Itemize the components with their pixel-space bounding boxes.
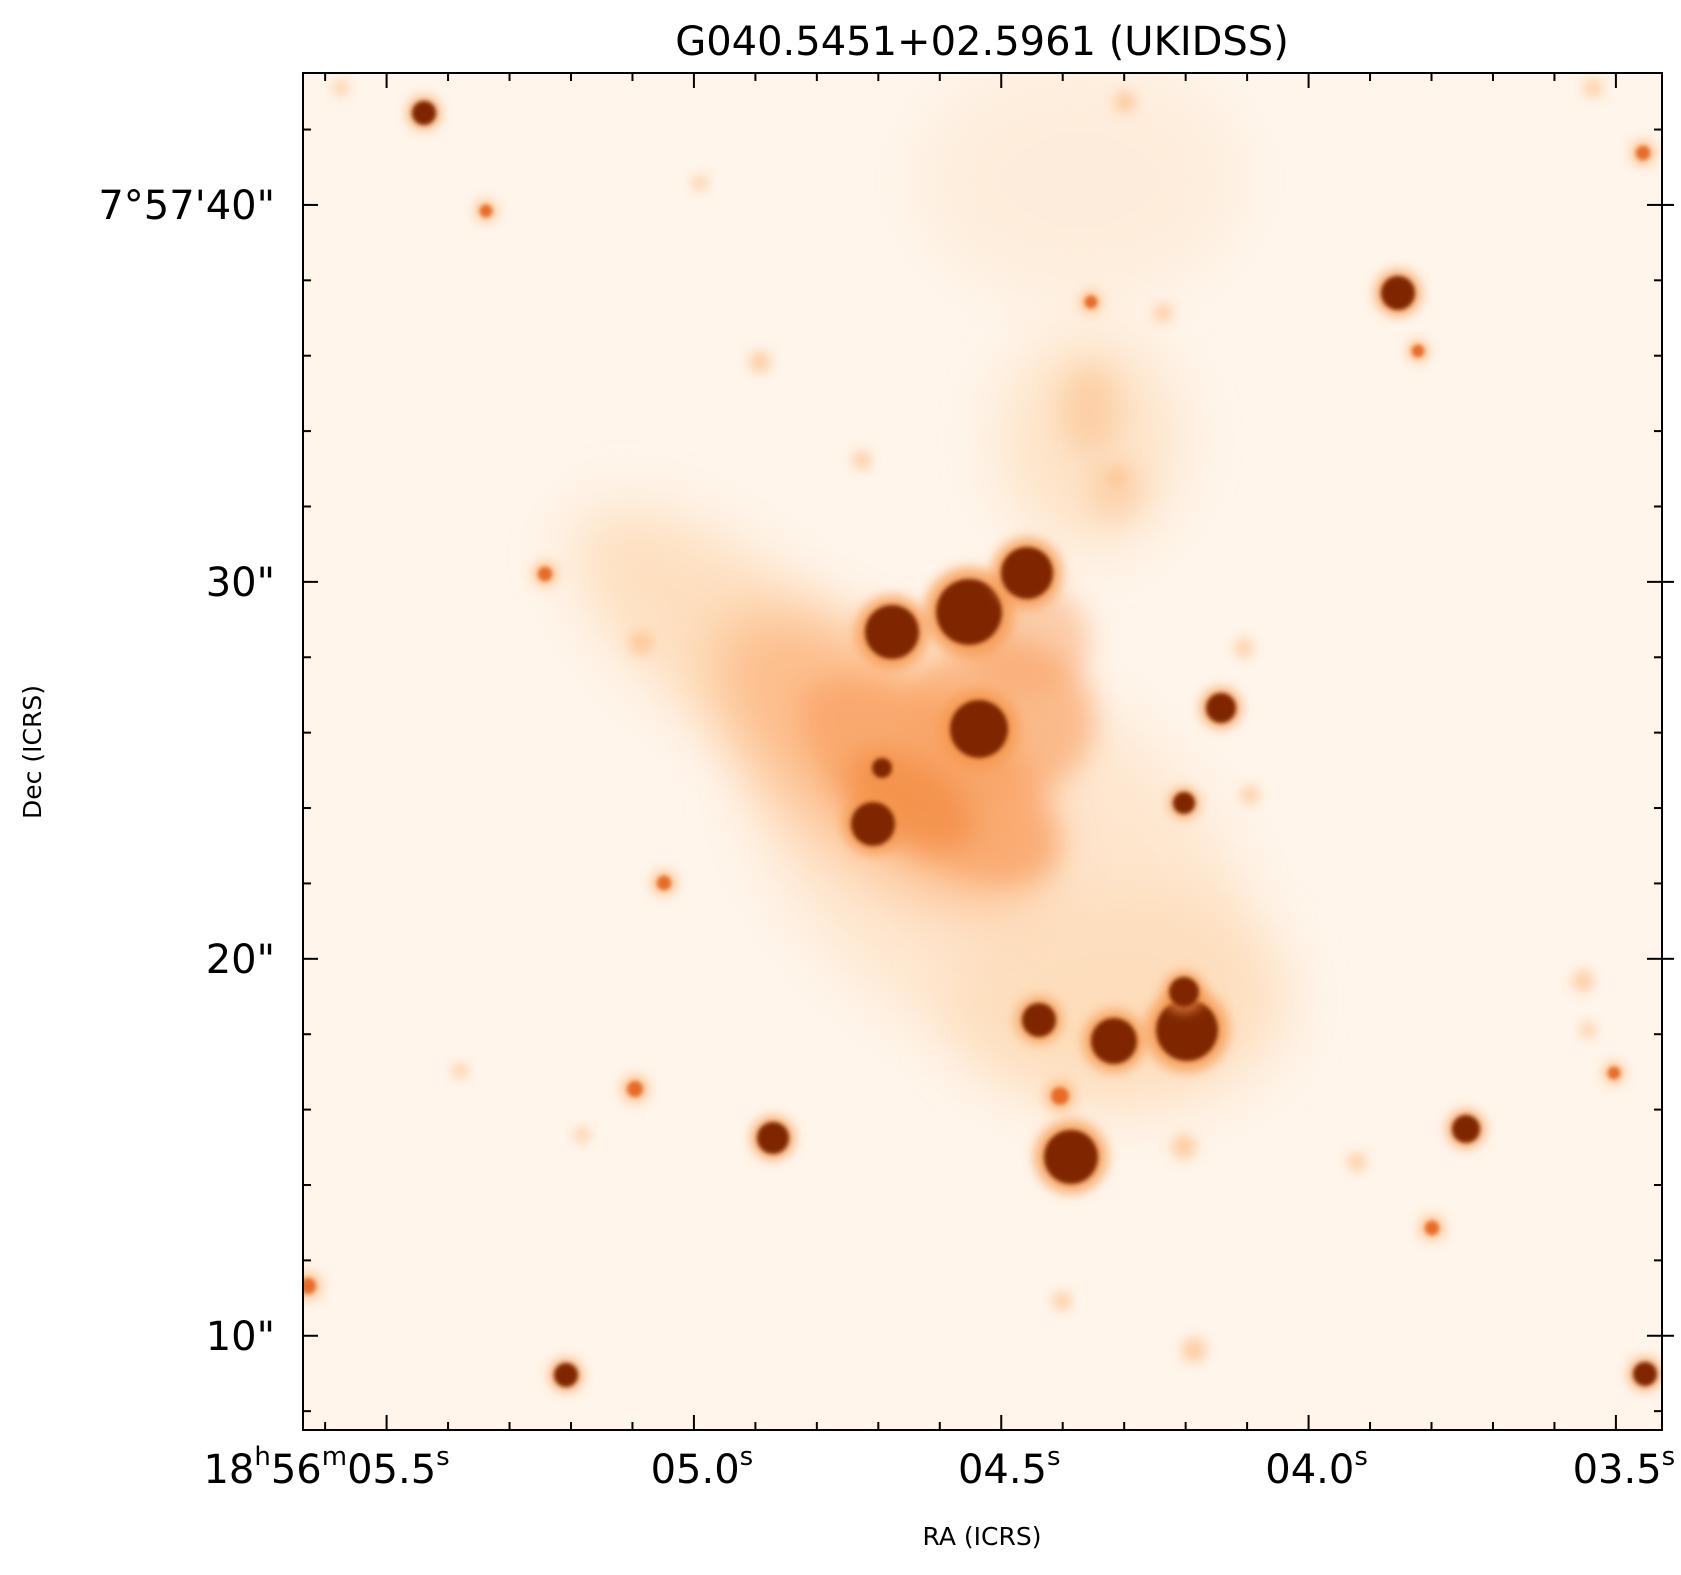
star [554, 1363, 578, 1387]
star [1091, 1018, 1137, 1064]
y-axis-label: Dec (ICRS) [18, 685, 47, 819]
star [1381, 276, 1415, 310]
star [1206, 693, 1236, 723]
star [1580, 1022, 1596, 1038]
star [865, 605, 919, 659]
star [1052, 1291, 1072, 1311]
star [1113, 90, 1137, 114]
star [628, 630, 654, 656]
star [851, 802, 895, 846]
star [1411, 344, 1425, 358]
x-tick-label: 04.0s [1265, 1442, 1368, 1493]
star [1051, 1087, 1069, 1105]
star [950, 700, 1008, 758]
star [1240, 785, 1260, 805]
y-tick-label: 10" [206, 1314, 275, 1360]
star [656, 875, 672, 891]
star [1633, 1362, 1657, 1386]
star [627, 1081, 643, 1097]
star [852, 450, 872, 470]
star [333, 80, 349, 96]
star [303, 1278, 316, 1294]
star [1635, 145, 1651, 161]
star [452, 1063, 468, 1079]
star [757, 1122, 789, 1154]
x-tick-labels: 18h56m05.5s 05.0s 04.5s 04.0s 03.5s [203, 1442, 1675, 1493]
x-tick-label: 04.5s [958, 1442, 1061, 1493]
star [1607, 1066, 1621, 1080]
star [1153, 303, 1173, 323]
x-axis-label: RA (ICRS) [923, 1522, 1042, 1551]
axis-ticks [303, 73, 1674, 1430]
star [1044, 1130, 1098, 1184]
star [574, 1127, 590, 1143]
star [1169, 977, 1199, 1007]
star [1347, 1152, 1367, 1172]
stars [303, 78, 1662, 1392]
star [1022, 1003, 1056, 1037]
star [692, 175, 708, 191]
star [1181, 1337, 1207, 1363]
x-tick-label: 05.0s [651, 1442, 754, 1493]
star [1452, 1115, 1480, 1143]
y-tick-label: 20" [206, 937, 275, 983]
star [872, 758, 892, 778]
x-tick-label: 03.5s [1573, 1442, 1676, 1493]
star [537, 566, 553, 582]
plot-frame [302, 72, 1663, 1431]
star [936, 579, 1002, 645]
star [748, 350, 772, 374]
plot-title: G040.5451+02.5961 (UKIDSS) [675, 19, 1289, 65]
x-tick-label: 18h56m05.5s [203, 1442, 449, 1493]
star [1571, 969, 1595, 993]
star [479, 204, 493, 218]
star [1001, 547, 1053, 599]
y-tick-label: 30" [206, 560, 275, 606]
star [1583, 78, 1603, 98]
star [1424, 1220, 1440, 1236]
star [1171, 1134, 1197, 1160]
star [1156, 999, 1218, 1061]
sky-image [303, 73, 1662, 1430]
star [1107, 467, 1127, 487]
star [1084, 295, 1098, 309]
star [1173, 792, 1195, 814]
y-tick-labels: 7°57'40" 30" 20" 10" [98, 183, 275, 1360]
star [412, 101, 436, 125]
star [1234, 638, 1254, 658]
y-tick-label: 7°57'40" [98, 183, 275, 229]
